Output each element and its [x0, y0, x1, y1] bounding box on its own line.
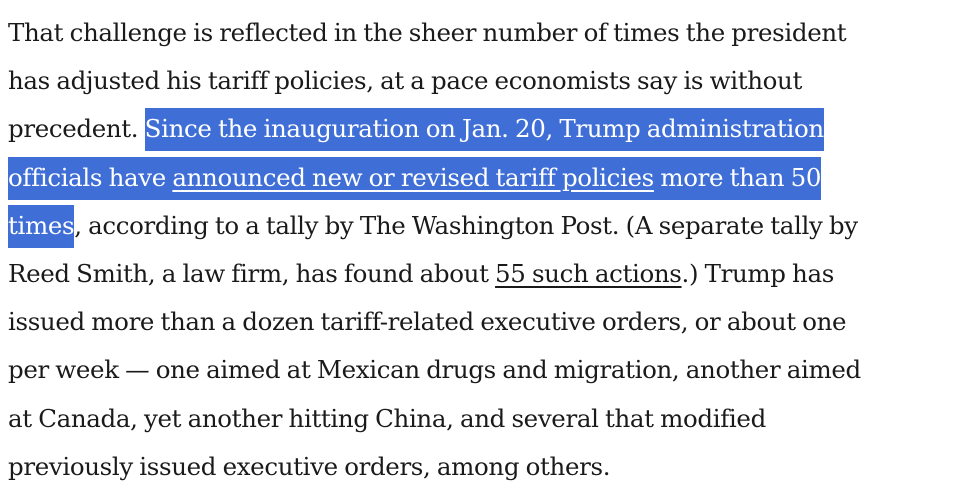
55-such-actions-link[interactable]: 55 such actions [495, 258, 682, 288]
paragraph-line-9: at Canada, yet another hitting China, an… [8, 403, 766, 433]
paragraph-text: precedent. [8, 114, 145, 144]
paragraph-line-3: precedent. Since the inauguration on Jan… [8, 105, 958, 153]
paragraph-text: Reed Smith, a law firm, has found about [8, 258, 496, 288]
selected-text: Since the inauguration on Jan. 20, Trump… [144, 108, 824, 152]
paragraph-line-1: That challenge is reflected in the sheer… [8, 18, 847, 47]
paragraph-line-5: times, according to a tally by The Washi… [8, 202, 958, 250]
article-paragraph: That challenge is reflected in the sheer… [8, 9, 958, 491]
paragraph-line-4: officials have announced new or revised … [8, 154, 958, 202]
paragraph-text: officials have [8, 162, 173, 192]
selected-text: officials have announced new or revised … [8, 156, 822, 200]
selected-text: times [8, 204, 75, 248]
paragraph-line-6: Reed Smith, a law firm, has found about … [8, 250, 958, 298]
paragraph-line-7: issued more than a dozen tariff-related … [8, 307, 847, 337]
announced-tariff-policies-link[interactable]: announced new or revised tariff policies [172, 162, 654, 192]
paragraph-line-8: per week — one aimed at Mexican drugs an… [8, 355, 861, 385]
paragraph-line-2: has adjusted his tariff policies, at a p… [8, 66, 802, 96]
paragraph-text: .) Trump has [681, 258, 835, 288]
paragraph-line-10: previously issued executive orders, amon… [8, 451, 611, 481]
paragraph-text: , according to a tally by The Washington… [74, 210, 858, 240]
paragraph-text: more than 50 [653, 162, 822, 192]
